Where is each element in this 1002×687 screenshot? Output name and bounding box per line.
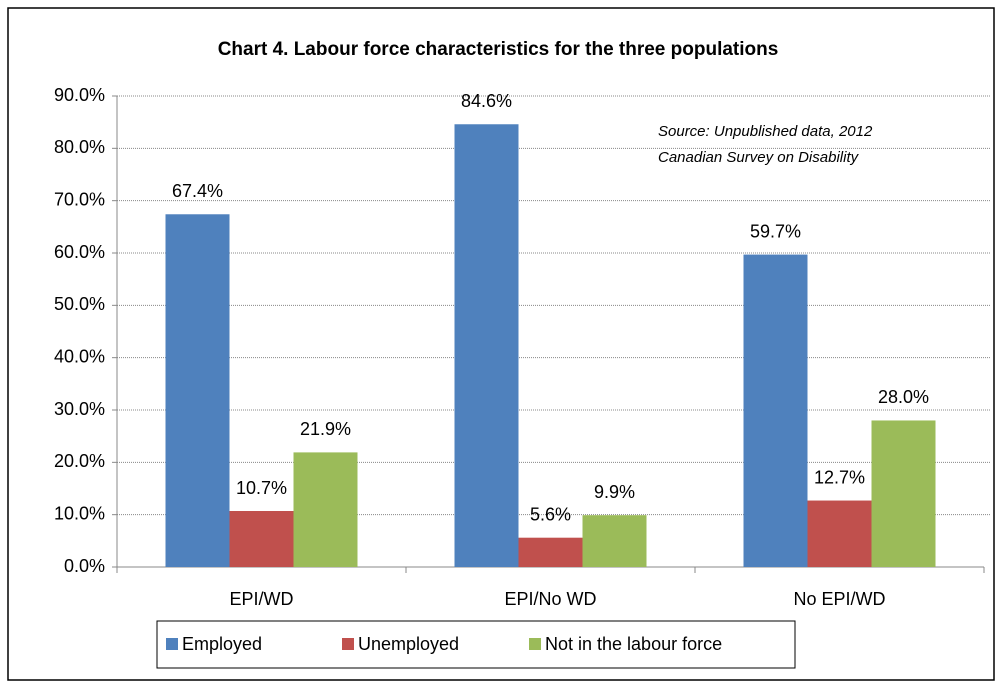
y-tick-label: 50.0% [54,294,105,314]
legend-box [156,620,796,669]
x-tick-label: EPI/No WD [504,589,596,609]
legend-label: Unemployed [358,634,459,654]
bar [807,500,872,567]
annotation: Source: Unpublished data, 2012 [658,123,873,140]
data-label: 84.6% [461,91,512,111]
bar [871,420,936,567]
x-tick-label: No EPI/WD [793,589,885,609]
data-label: 5.6% [530,504,571,524]
y-tick-label: 0.0% [64,556,105,576]
legend-swatch [342,638,354,650]
legend-label: Not in the labour force [545,634,722,654]
bar [293,452,358,567]
bar [229,511,294,567]
data-label: 9.9% [594,482,635,502]
y-tick-label: 30.0% [54,399,105,419]
y-tick-label: 70.0% [54,189,105,209]
chart-title: Chart 4. Labour force characteristics fo… [218,39,779,60]
y-tick-label: 40.0% [54,346,105,366]
bar [582,515,647,567]
data-label: 67.4% [172,181,223,201]
y-tick-label: 10.0% [54,503,105,523]
bar [454,124,519,567]
data-label: 10.7% [236,478,287,498]
data-label: 12.7% [814,467,865,487]
y-tick-label: 80.0% [54,137,105,157]
legend-swatch [166,638,178,650]
bar [518,537,583,567]
y-tick-label: 20.0% [54,451,105,471]
bar [165,214,230,568]
legend-swatch [529,638,541,650]
legend-label: Employed [182,634,262,654]
bar [743,254,808,567]
x-tick-label: EPI/WD [229,589,293,609]
data-label: 28.0% [878,387,929,407]
y-tick-label: 60.0% [54,242,105,262]
y-tick-label: 90.0% [54,85,105,105]
annotation: Canadian Survey on Disability [658,149,860,166]
data-label: 21.9% [300,419,351,439]
data-label: 59.7% [750,221,801,241]
